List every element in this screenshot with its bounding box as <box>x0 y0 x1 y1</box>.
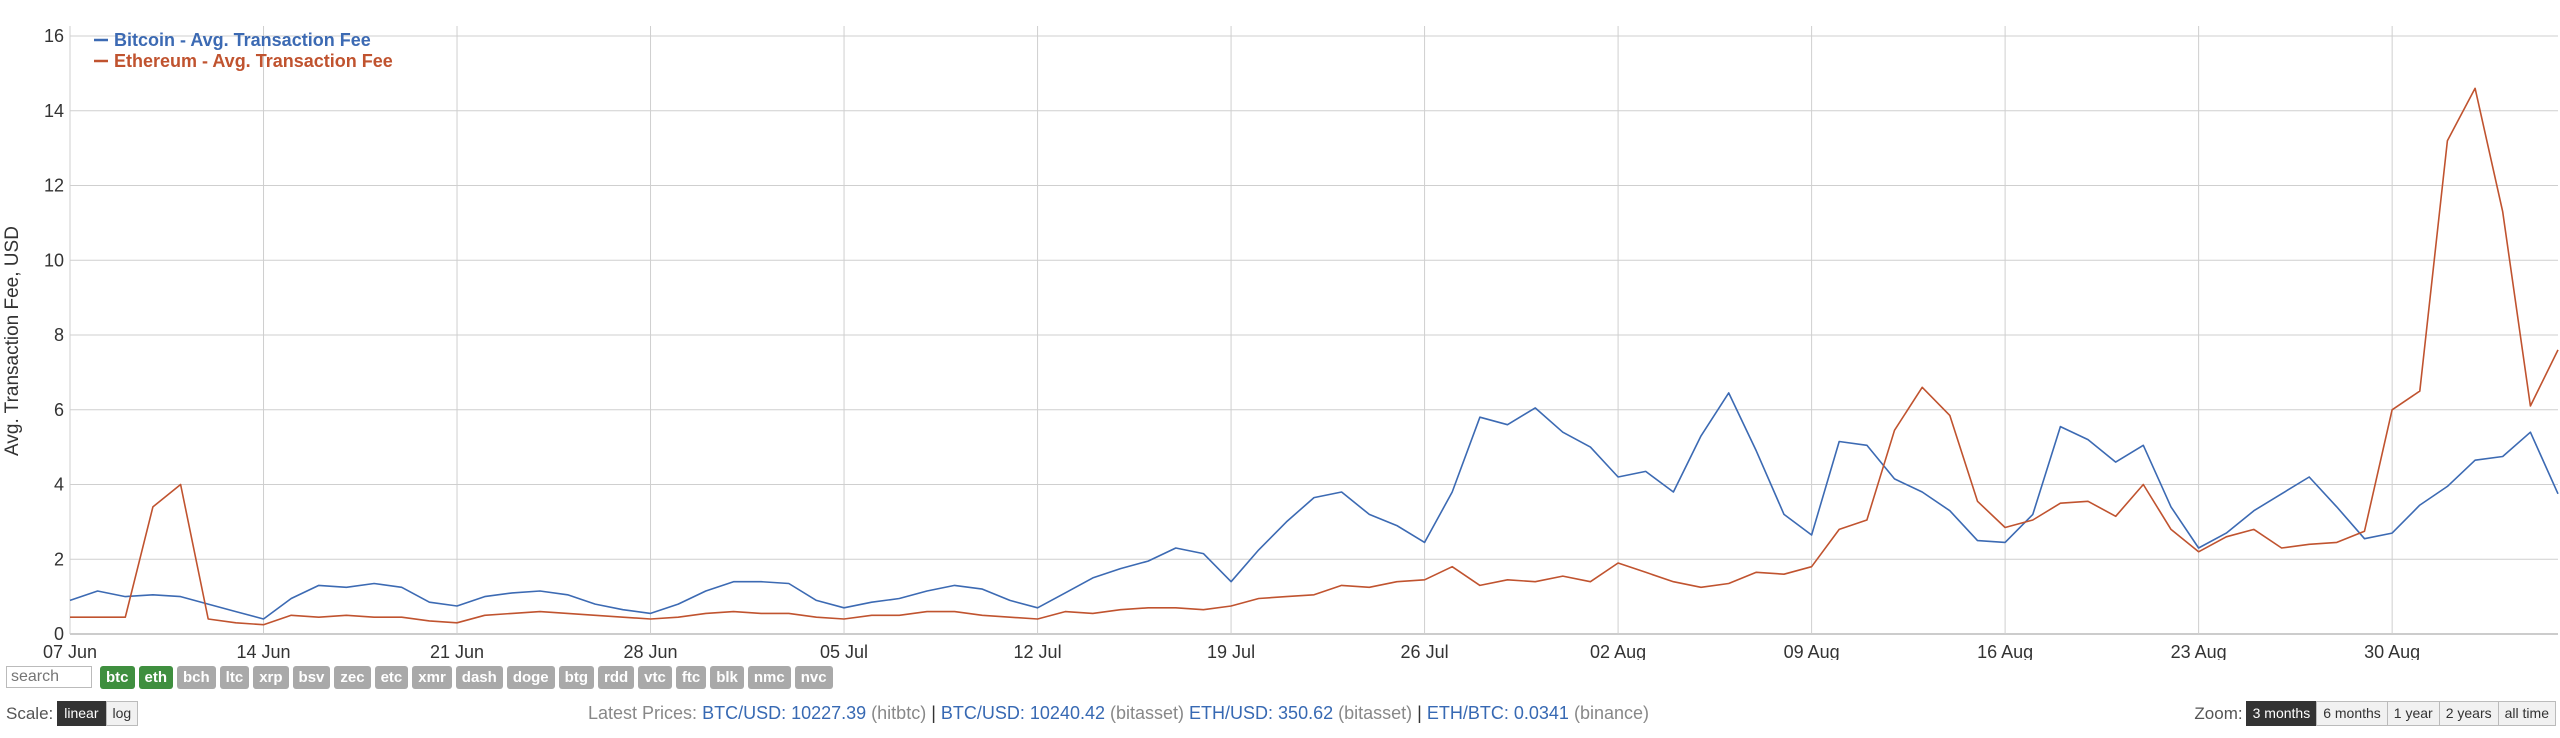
coin-chip-list: btc eth bch ltc xrp bsv zec etc xmr dash doge btg rd… <box>100 665 833 689</box>
coin-chip-blk[interactable]: blk <box>710 665 744 689</box>
coin-chip-bch[interactable]: bch <box>177 665 216 689</box>
coin-chip-bsv[interactable]: bsv <box>292 665 331 689</box>
price-pair: ETH/BTC: <box>1421 703 1514 723</box>
x-tick-label: 19 Jul <box>1207 642 1255 660</box>
price-item: ETH/USD: 350.62 (bitasset) | <box>1184 703 1422 723</box>
y-tick-label: 2 <box>54 549 64 569</box>
x-tick-label: 23 Aug <box>2171 642 2227 660</box>
price-separator: | <box>1417 703 1422 723</box>
legend-ethereum-label: Ethereum - Avg. Transaction Fee <box>114 51 393 71</box>
x-tick-label: 02 Aug <box>1590 642 1646 660</box>
y-tick-label: 14 <box>44 101 64 121</box>
coin-chip-ftc[interactable]: ftc <box>675 665 707 689</box>
zoom-3-months-button[interactable]: 3 months <box>2245 701 2318 726</box>
price-items: BTC/USD: 10227.39 (hitbtc) | BTC/USD: 10… <box>702 703 1649 723</box>
price-source: (hitbtc) <box>871 703 927 723</box>
chart-grid <box>69 26 2558 635</box>
x-tick-label: 12 Jul <box>1014 642 1062 660</box>
latest-prices-label: Latest Prices: <box>588 703 698 723</box>
coin-chip-doge[interactable]: doge <box>506 665 555 689</box>
x-tick-label: 05 Jul <box>820 642 868 660</box>
y-tick-label: 6 <box>54 400 64 420</box>
y-tick-label: 16 <box>44 26 64 46</box>
price-value: 350.62 <box>1278 703 1334 723</box>
price-item: BTC/USD: 10227.39 (hitbtc) | <box>702 703 936 723</box>
coin-chip-nmc[interactable]: nmc <box>747 665 791 689</box>
zoom-all-time-button[interactable]: all time <box>2497 701 2556 726</box>
price-pair: BTC/USD: <box>935 703 1030 723</box>
price-value: 10227.39 <box>791 703 867 723</box>
y-tick-label: 4 <box>54 475 64 495</box>
coin-chip-xmr[interactable]: xmr <box>412 665 452 689</box>
x-tick-label: 26 Jul <box>1401 642 1449 660</box>
y-tick-label: 0 <box>54 624 64 644</box>
coin-chip-dash[interactable]: dash <box>455 665 503 689</box>
fee-chart: 0 2 4 6 8 10 12 14 16 07 Jun 14 Jun 21 Jun 28 Jun 05… <box>2 26 2559 660</box>
legend-bitcoin-label: Bitcoin - Avg. Transaction Fee <box>114 30 371 50</box>
x-axis-ticks: 07 Jun 14 Jun 21 Jun 28 Jun 05 Jul 12 Jul 19 J… <box>43 642 2420 660</box>
zoom-label: Zoom: <box>2194 703 2243 723</box>
coin-chip-btg[interactable]: btg <box>558 665 594 689</box>
y-axis-ticks: 0 2 4 6 8 10 12 14 16 <box>44 26 64 644</box>
coin-chip-eth[interactable]: eth <box>138 665 173 689</box>
x-tick-label: 09 Aug <box>1784 642 1840 660</box>
latest-prices: Latest Prices: BTC/USD: 10227.39 (hitbtc… <box>588 703 1649 724</box>
price-item: BTC/USD: 10240.42 (bitasset) <box>936 703 1184 723</box>
price-separator: | <box>931 703 936 723</box>
coin-chip-rdd[interactable]: rdd <box>597 665 635 689</box>
zoom-2-years-button[interactable]: 2 years <box>2438 701 2499 726</box>
zoom-control: Zoom: 3 months 6 months 1 year 2 years all t… <box>2194 701 2556 726</box>
price-pair: BTC/USD: <box>702 703 792 723</box>
x-tick-label: 21 Jun <box>430 642 484 660</box>
coin-chip-xrp[interactable]: xrp <box>253 665 289 689</box>
y-tick-label: 8 <box>54 325 64 345</box>
price-pair: ETH/USD: <box>1184 703 1279 723</box>
price-value: 0.0341 <box>1513 703 1569 723</box>
x-tick-label: 28 Jun <box>624 642 678 660</box>
coin-chip-btc[interactable]: btc <box>100 665 135 689</box>
scale-control: Scale: linear log <box>6 701 139 726</box>
price-value: 10240.42 <box>1029 703 1105 723</box>
zoom-1-year-button[interactable]: 1 year <box>2386 701 2440 726</box>
price-source: (binance) <box>1573 703 1649 723</box>
scale-label: Scale: <box>6 703 54 723</box>
x-tick-label: 16 Aug <box>1977 642 2033 660</box>
coin-chip-vtc[interactable]: vtc <box>638 665 672 689</box>
coin-selector: btcethbchltcxrpbsvzecetcxmrdashdogebtgrd… <box>6 664 833 690</box>
price-source: (bitasset) <box>1110 703 1185 723</box>
ethereum-fee-line <box>70 87 2559 626</box>
scale-linear-button[interactable]: linear <box>57 701 106 726</box>
coin-chip-zec[interactable]: zec <box>334 665 371 689</box>
coin-chip-ltc[interactable]: ltc <box>219 665 250 689</box>
bitcoin-fee-line <box>69 392 2559 620</box>
price-item: ETH/BTC: 0.0341 (binance) <box>1422 703 1649 723</box>
zoom-buttons: 3 months 6 months 1 year 2 years all time <box>2245 701 2556 726</box>
coin-chip-nvc[interactable]: nvc <box>794 665 833 689</box>
y-tick-label: 10 <box>44 250 64 270</box>
zoom-6-months-button[interactable]: 6 months <box>2316 701 2388 726</box>
x-tick-label: 14 Jun <box>236 642 290 660</box>
search-input[interactable] <box>6 666 92 688</box>
x-tick-label: 30 Aug <box>2364 642 2420 660</box>
y-tick-label: 12 <box>44 176 64 196</box>
x-tick-label: 07 Jun <box>43 642 97 660</box>
coin-chip-etc[interactable]: etc <box>374 665 409 689</box>
y-axis-label: Avg. Transaction Fee, USD <box>2 226 23 456</box>
scale-log-button[interactable]: log <box>105 701 139 726</box>
price-source: (bitasset) <box>1338 703 1413 723</box>
series-lines <box>69 87 2559 626</box>
